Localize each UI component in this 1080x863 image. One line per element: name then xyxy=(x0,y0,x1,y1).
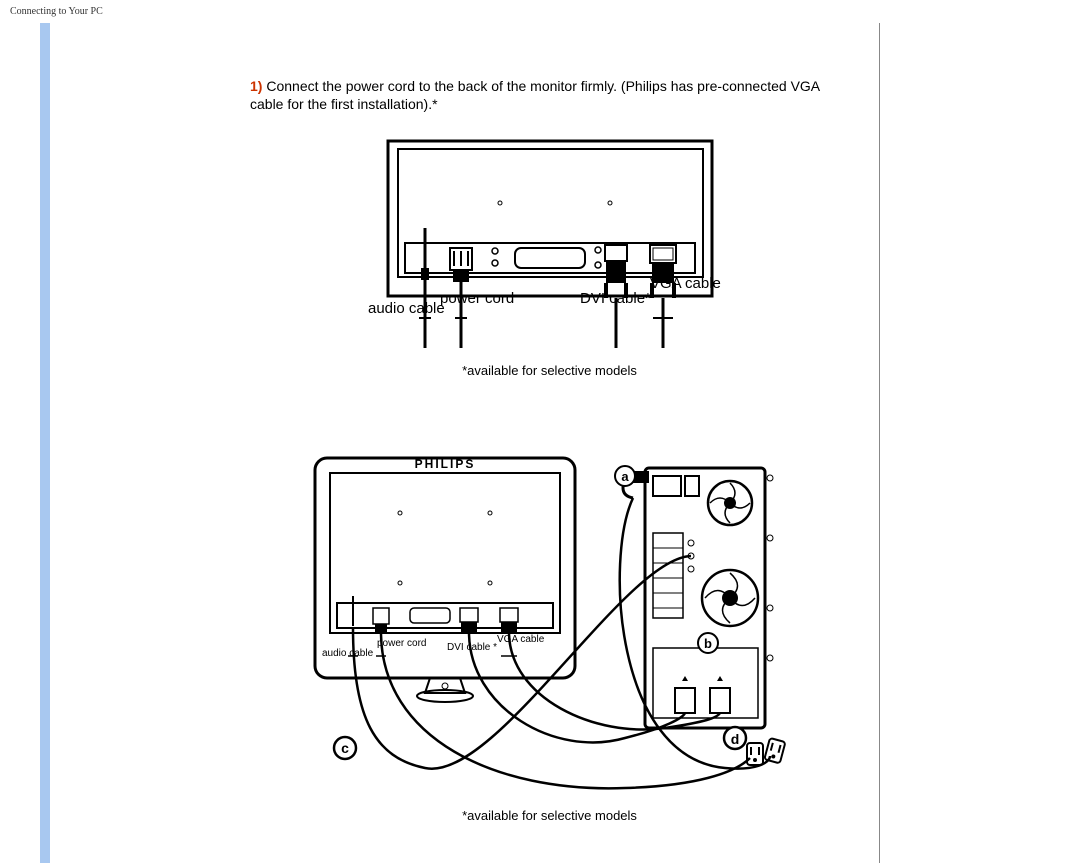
note-1: *available for selective models xyxy=(250,363,849,378)
step-1-text: 1) Connect the power cord to the back of… xyxy=(250,77,849,113)
d1-label-audio: audio cable xyxy=(368,300,445,317)
d1-label-power: power cord xyxy=(440,290,514,307)
note-2: *available for selective models xyxy=(250,808,849,823)
callout-b: b xyxy=(704,636,712,651)
callout-d: d xyxy=(730,731,739,747)
callout-a: a xyxy=(621,469,629,484)
d2-label-power: power cord xyxy=(377,638,426,649)
page-header-title: Connecting to Your PC xyxy=(0,0,1080,23)
d1-label-vga: VGA cable xyxy=(650,275,721,292)
d1-label-dvi: DVI cable* xyxy=(580,290,651,307)
brand-label: PHILIPS xyxy=(414,457,475,471)
callout-c: c xyxy=(341,740,349,756)
diagram-2: PHILIPS xyxy=(250,438,849,798)
main-content: 1) Connect the power cord to the back of… xyxy=(50,23,880,863)
d2-label-vga: VGA cable xyxy=(497,634,545,645)
step-number: 1) xyxy=(250,78,262,94)
step-description: Connect the power cord to the back of th… xyxy=(250,78,819,112)
diagram-1: audio cable power cord DVI cable* VGA ca… xyxy=(250,133,849,353)
content-frame: 1) Connect the power cord to the back of… xyxy=(40,23,880,863)
d2-label-audio: audio cable xyxy=(322,648,374,659)
